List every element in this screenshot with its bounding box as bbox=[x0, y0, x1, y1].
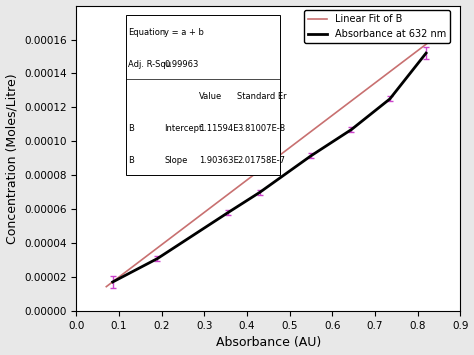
Bar bbox=[127, 15, 280, 175]
Linear Fit of B bbox=[412, 50, 418, 54]
Absorbance at 632 nm bbox=[308, 154, 314, 158]
X-axis label: Absorbance (AU): Absorbance (AU) bbox=[216, 337, 321, 349]
Y-axis label: Concentration (Moles/Litre): Concentration (Moles/Litre) bbox=[6, 73, 18, 244]
Absorbance at 632 nm bbox=[348, 127, 354, 132]
Line: Linear Fit of B: Linear Fit of B bbox=[106, 28, 447, 286]
Text: 3.81007E-8: 3.81007E-8 bbox=[237, 124, 285, 133]
Text: y = a + b: y = a + b bbox=[164, 28, 204, 37]
Absorbance at 632 nm bbox=[257, 190, 263, 195]
Text: Standard Er: Standard Er bbox=[237, 92, 287, 101]
Text: Equation: Equation bbox=[128, 28, 165, 37]
Linear Fit of B bbox=[307, 131, 312, 135]
Linear Fit of B bbox=[445, 26, 450, 30]
Text: Slope: Slope bbox=[164, 156, 188, 165]
Text: Value: Value bbox=[199, 92, 222, 101]
Linear Fit of B bbox=[105, 284, 110, 288]
Absorbance at 632 nm bbox=[225, 211, 231, 215]
Text: Intercept: Intercept bbox=[164, 124, 202, 133]
Linear Fit of B bbox=[391, 67, 397, 71]
Legend: Linear Fit of B, Absorbance at 632 nm: Linear Fit of B, Absorbance at 632 nm bbox=[304, 10, 450, 43]
Absorbance at 632 nm bbox=[387, 97, 392, 101]
Linear Fit of B bbox=[312, 126, 318, 131]
Text: Adj. R-Squ: Adj. R-Squ bbox=[128, 60, 171, 69]
Text: B: B bbox=[128, 156, 134, 165]
Absorbance at 632 nm bbox=[423, 51, 429, 55]
Linear Fit of B bbox=[305, 131, 311, 136]
Absorbance at 632 nm bbox=[110, 280, 116, 284]
Line: Absorbance at 632 nm: Absorbance at 632 nm bbox=[113, 53, 426, 282]
Linear Fit of B bbox=[103, 284, 109, 289]
Text: 1.11594E: 1.11594E bbox=[199, 124, 238, 133]
Text: 1.90363E: 1.90363E bbox=[199, 156, 238, 165]
Text: 0.99963: 0.99963 bbox=[164, 60, 199, 69]
Absorbance at 632 nm bbox=[155, 256, 160, 261]
Text: 2.01758E-7: 2.01758E-7 bbox=[237, 156, 285, 165]
Text: B: B bbox=[128, 124, 134, 133]
